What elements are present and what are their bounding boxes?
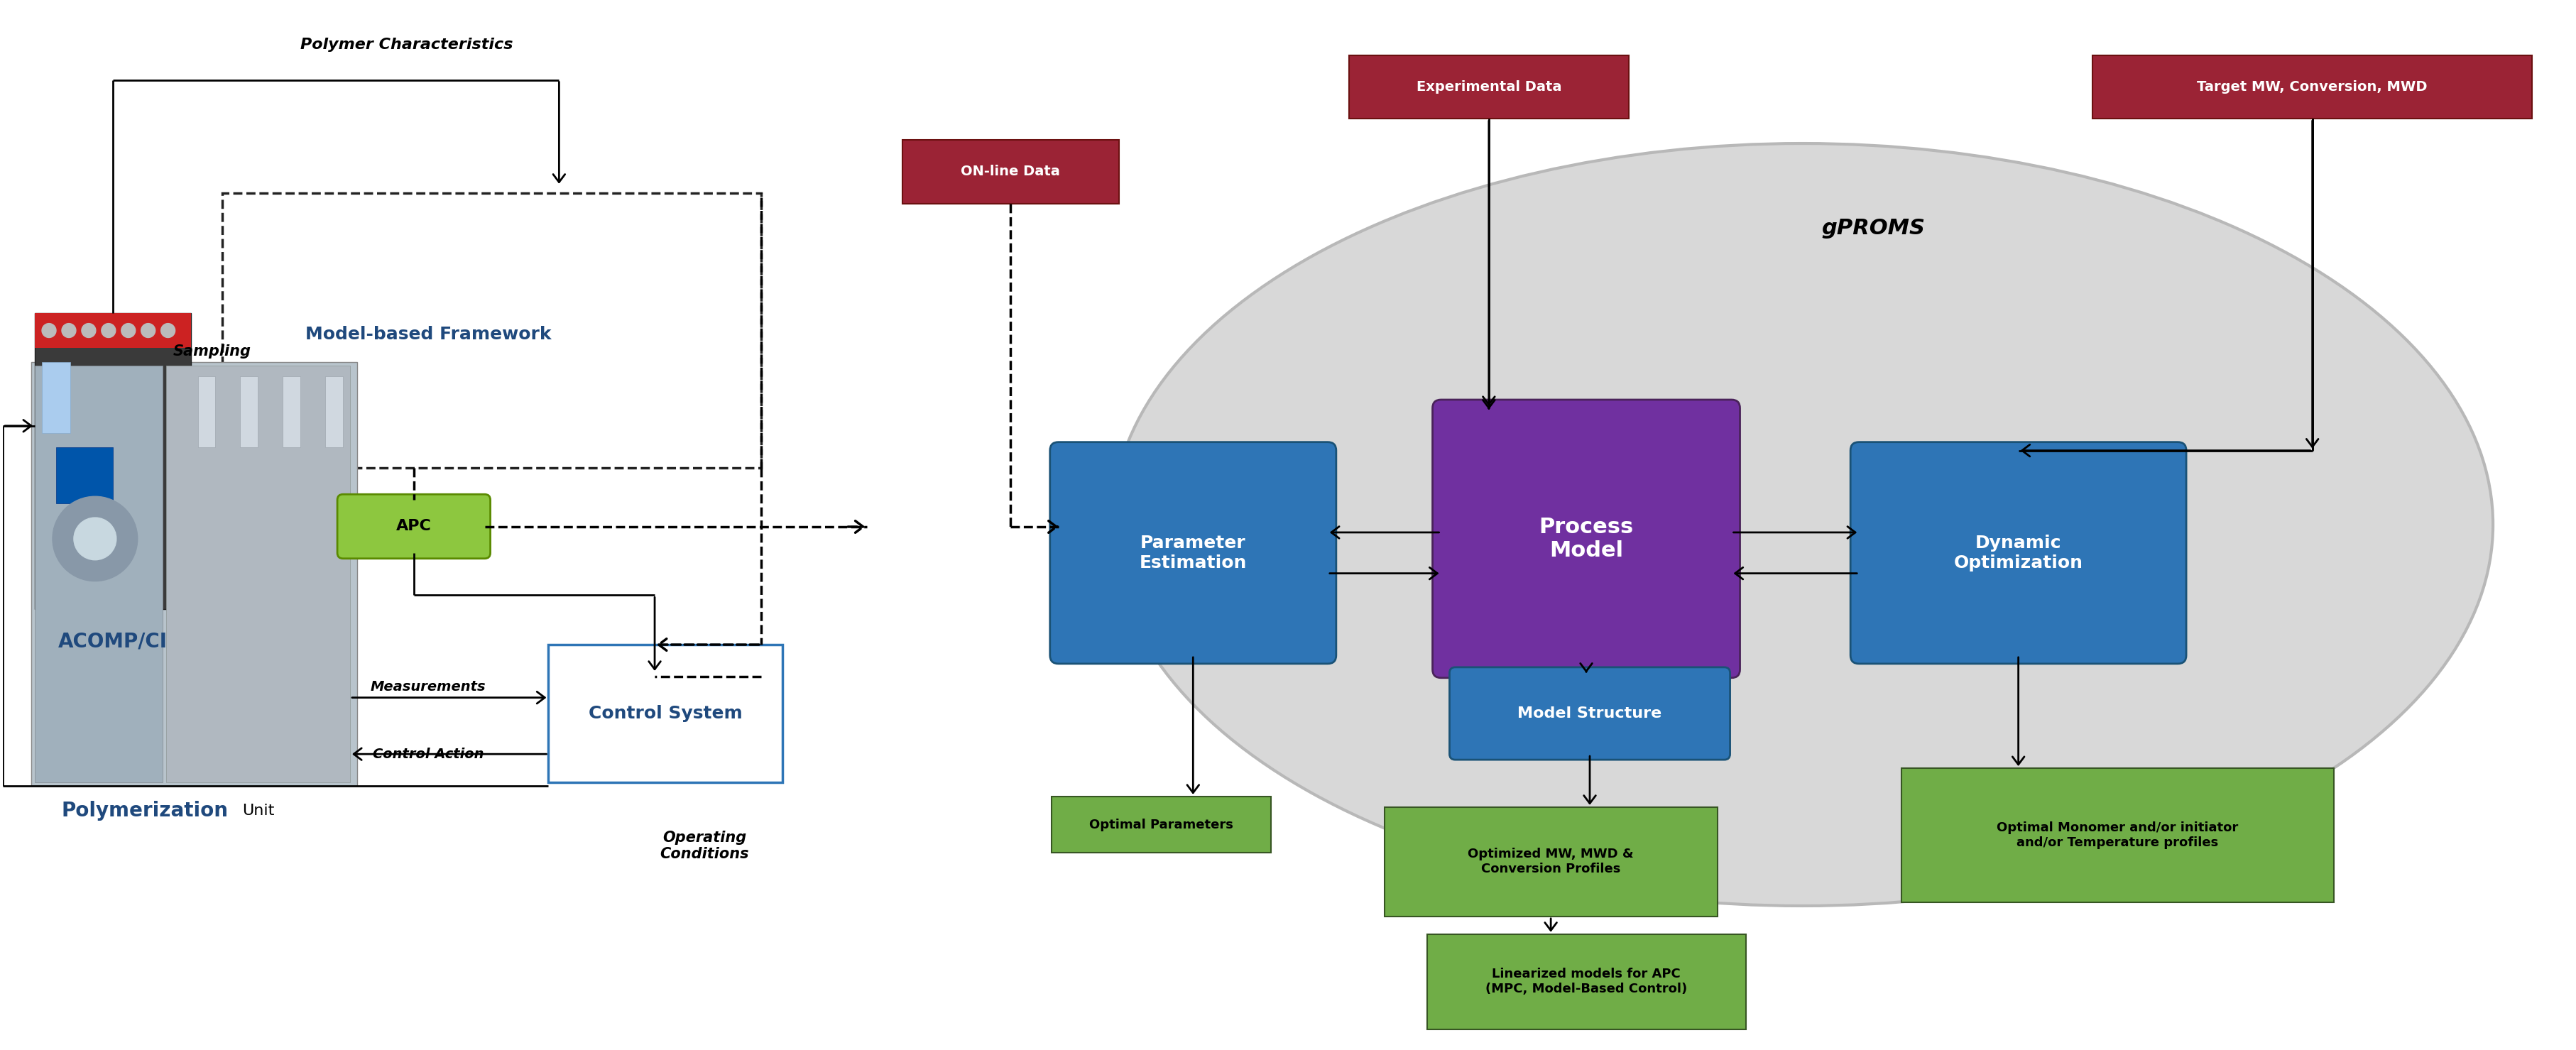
FancyBboxPatch shape [1051,797,1270,853]
FancyBboxPatch shape [31,362,358,785]
Circle shape [62,323,75,337]
Text: Operating
Conditions: Operating Conditions [659,831,750,861]
FancyBboxPatch shape [325,376,343,447]
Text: Polymer Characteristics: Polymer Characteristics [301,38,513,51]
FancyBboxPatch shape [36,313,191,349]
FancyBboxPatch shape [1432,400,1739,678]
Text: ON-line Data: ON-line Data [961,165,1061,178]
Circle shape [82,323,95,337]
Text: Process
Model: Process Model [1538,517,1633,561]
FancyBboxPatch shape [283,376,301,447]
FancyBboxPatch shape [240,376,258,447]
FancyBboxPatch shape [1350,56,1628,119]
FancyBboxPatch shape [2092,56,2532,119]
FancyBboxPatch shape [1383,807,1718,917]
Text: Experimental Data: Experimental Data [1417,80,1561,93]
Text: ACOMP/CI: ACOMP/CI [59,631,167,651]
FancyBboxPatch shape [165,365,350,782]
FancyBboxPatch shape [57,447,113,503]
Text: Sampling: Sampling [173,344,250,359]
Text: Control Action: Control Action [374,748,484,761]
FancyBboxPatch shape [1450,667,1731,760]
Text: Model Structure: Model Structure [1517,707,1662,720]
FancyBboxPatch shape [36,365,162,782]
Text: Polymerization: Polymerization [62,800,229,820]
Circle shape [121,323,137,337]
FancyBboxPatch shape [902,140,1118,204]
FancyBboxPatch shape [337,495,489,559]
Circle shape [52,497,137,581]
Text: Unit: Unit [242,803,273,818]
FancyBboxPatch shape [549,645,783,782]
Text: Linearized models for APC
(MPC, Model-Based Control): Linearized models for APC (MPC, Model-Ba… [1486,968,1687,995]
FancyBboxPatch shape [1901,769,2334,902]
Circle shape [75,518,116,560]
FancyBboxPatch shape [1427,934,1747,1029]
Circle shape [41,323,57,337]
FancyBboxPatch shape [1051,442,1337,664]
Text: Control System: Control System [587,705,742,722]
FancyBboxPatch shape [198,376,216,447]
Text: Optimized MW, MWD &
Conversion Profiles: Optimized MW, MWD & Conversion Profiles [1468,848,1633,876]
Text: Optimal Parameters: Optimal Parameters [1090,818,1234,831]
Ellipse shape [1113,144,2494,906]
Text: Optimal Monomer and/or initiator
and/or Temperature profiles: Optimal Monomer and/or initiator and/or … [1996,821,2239,849]
Text: Measurements: Measurements [371,680,487,694]
Circle shape [142,323,155,337]
Text: gPROMS: gPROMS [1821,217,1924,238]
Text: Target MW, Conversion, MWD: Target MW, Conversion, MWD [2197,80,2427,93]
Text: Model-based Framework: Model-based Framework [304,326,551,342]
Text: Parameter
Estimation: Parameter Estimation [1139,534,1247,571]
Text: APC: APC [397,520,433,533]
Circle shape [160,323,175,337]
FancyBboxPatch shape [36,313,191,609]
FancyBboxPatch shape [1850,442,2187,664]
Text: Dynamic
Optimization: Dynamic Optimization [1953,534,2084,571]
FancyBboxPatch shape [41,362,70,433]
Circle shape [100,323,116,337]
